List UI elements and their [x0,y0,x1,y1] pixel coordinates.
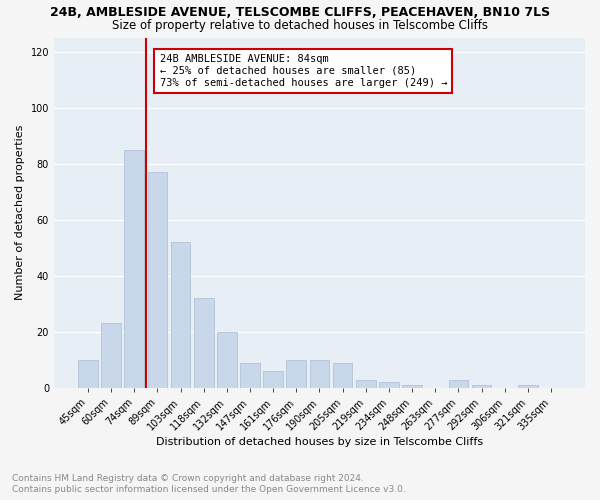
X-axis label: Distribution of detached houses by size in Telscombe Cliffs: Distribution of detached houses by size … [156,438,483,448]
Bar [101,324,121,388]
Text: 24B, AMBLESIDE AVENUE, TELSCOMBE CLIFFS, PEACEHAVEN, BN10 7LS: 24B, AMBLESIDE AVENUE, TELSCOMBE CLIFFS,… [50,6,550,20]
Bar [263,371,283,388]
Bar [518,385,538,388]
Y-axis label: Number of detached properties: Number of detached properties [15,125,25,300]
Bar [240,362,260,388]
Bar [124,150,144,388]
Text: 24B AMBLESIDE AVENUE: 84sqm
← 25% of detached houses are smaller (85)
73% of sem: 24B AMBLESIDE AVENUE: 84sqm ← 25% of det… [160,54,447,88]
Bar [379,382,399,388]
Bar [449,380,468,388]
Bar [286,360,306,388]
Bar [333,362,352,388]
Text: Size of property relative to detached houses in Telscombe Cliffs: Size of property relative to detached ho… [112,18,488,32]
Bar [170,242,190,388]
Bar [194,298,214,388]
Bar [78,360,98,388]
Bar [148,172,167,388]
Bar [402,385,422,388]
Text: Contains HM Land Registry data © Crown copyright and database right 2024.
Contai: Contains HM Land Registry data © Crown c… [12,474,406,494]
Bar [217,332,236,388]
Bar [472,385,491,388]
Bar [356,380,376,388]
Bar [310,360,329,388]
